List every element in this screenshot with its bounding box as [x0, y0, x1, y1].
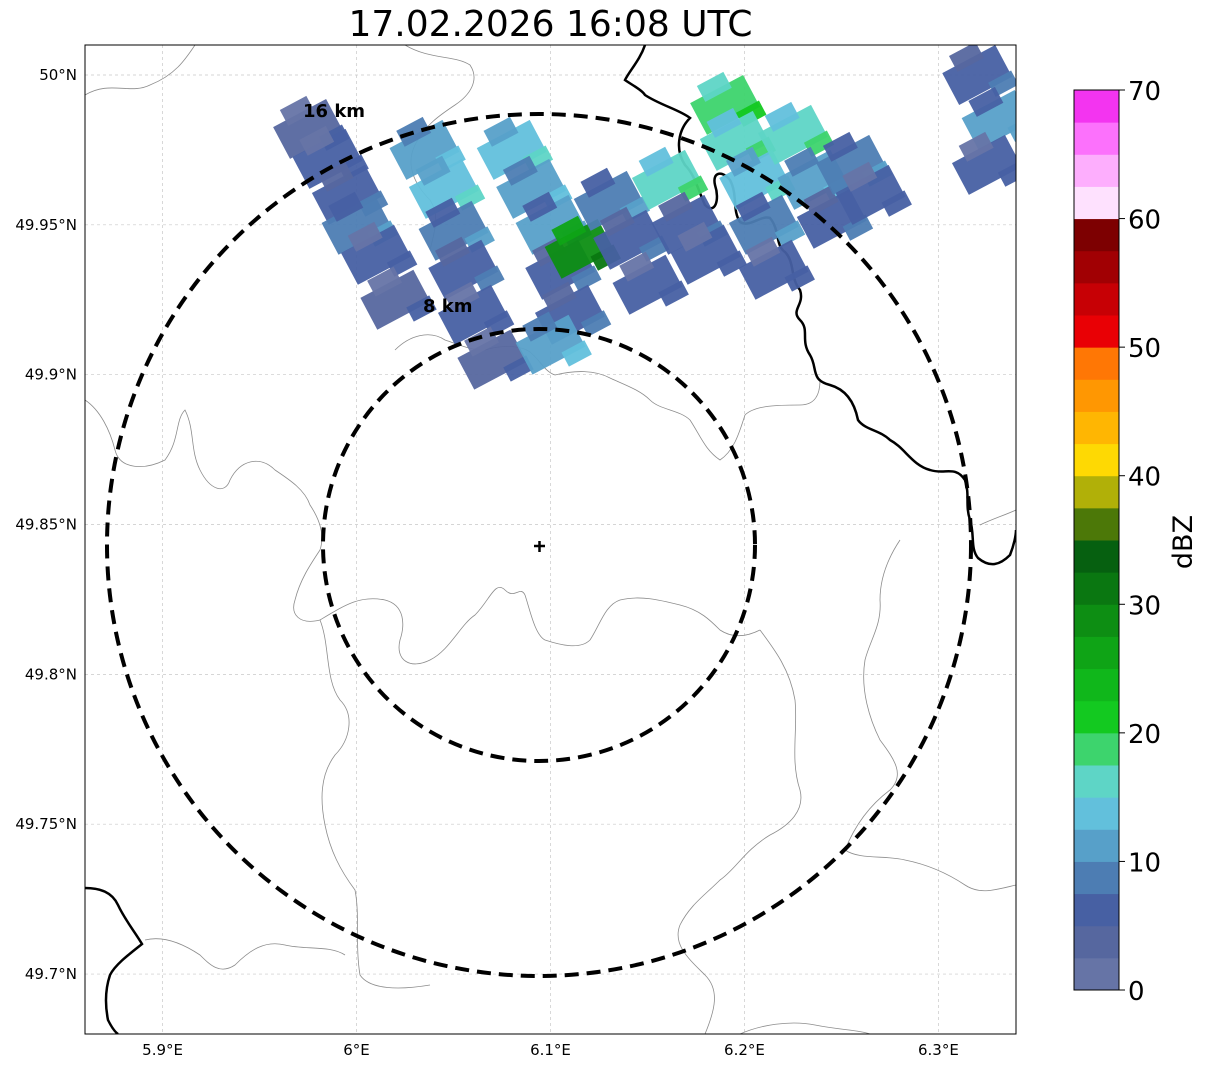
lon-tick-label: 6°E [343, 1041, 370, 1059]
map-frame [84, 44, 1017, 1035]
admin-border [394, 334, 821, 461]
lon-tick-label: 6.1°E [530, 1041, 571, 1059]
reflectivity-cell [961, 86, 1016, 150]
colorbar-swatch [1074, 347, 1119, 380]
range-rings: 16 km 8 km [105, 101, 973, 978]
colorbar-tick-label: 60 [1128, 206, 1161, 236]
country-border [623, 45, 1016, 566]
radar-site-marker [534, 541, 545, 552]
admin-border [319, 587, 761, 665]
lat-tick-label: 49.9°N [25, 366, 77, 384]
range-ring-label-8km: 8 km [423, 296, 473, 317]
range-ring-label-16km: 16 km [303, 101, 365, 122]
colorbar-swatch [1074, 218, 1119, 252]
colorbar-tick-label: 70 [1128, 77, 1161, 107]
lat-tick-label: 49.75°N [15, 815, 77, 833]
colorbar-swatch [1074, 122, 1119, 155]
reflectivity-cell [835, 161, 912, 225]
colorbar-swatch [1074, 507, 1119, 541]
colorbar-swatch [1074, 282, 1119, 316]
reflectivity-cell [612, 251, 689, 315]
admin-border [979, 509, 1016, 526]
colorbar-swatch [1074, 861, 1119, 895]
colorbar-swatch [1074, 540, 1119, 573]
lat-tick-label: 49.85°N [15, 516, 77, 534]
reflectivity-cell [670, 221, 748, 285]
colorbar: 0 10 20 30 40 50 60 70 dBZ [1073, 77, 1199, 1007]
colorbar-swatch [1074, 379, 1119, 412]
colorbar-swatch [1074, 411, 1119, 445]
lon-tick-label: 6.2°E [724, 1041, 765, 1059]
lat-tick-label: 49.95°N [15, 216, 77, 234]
colorbar-swatch [1074, 250, 1119, 284]
admin-border [319, 619, 431, 989]
colorbar-label: dBZ [1168, 515, 1199, 569]
colorbar-swatch [1074, 90, 1119, 123]
admin-border [677, 629, 802, 1034]
lat-tick-label: 49.8°N [25, 665, 77, 683]
admin-border [144, 938, 346, 970]
reflectivity-cell [408, 155, 486, 219]
colorbar-swatch [1074, 700, 1119, 734]
colorbar-swatch [1074, 668, 1119, 702]
map-title: 17.02.2026 16:08 UTC [348, 4, 753, 45]
lat-tick-label: 50°N [39, 66, 77, 84]
lon-tick-label: 5.9°E [142, 1041, 183, 1059]
reflectivity-layer [273, 45, 1016, 390]
colorbar-tick-label: 30 [1128, 591, 1161, 621]
reflectivity-cell [738, 236, 815, 300]
colorbar-swatch [1074, 186, 1119, 220]
colorbar-swatch [1074, 765, 1119, 798]
axis-tick-labels: 5.9°E 6°E 6.1°E 6.2°E 6.3°E 50°N 49.95°N 49.9°N… [15, 66, 959, 1059]
colorbar-swatch [1074, 829, 1119, 862]
country-border [85, 886, 144, 1034]
colorbar-swatch [1074, 957, 1119, 991]
range-ring-16km [105, 112, 973, 978]
admin-border [85, 45, 196, 96]
reflectivity-cell [951, 131, 1016, 195]
colorbar-swatch [1074, 572, 1119, 605]
colorbar-swatch [1074, 925, 1119, 959]
colorbar-swatch [1074, 893, 1119, 927]
colorbar-tick-label: 50 [1128, 334, 1161, 364]
colorbar-tick-label: 0 [1128, 977, 1145, 1007]
colorbar-swatch [1074, 475, 1119, 509]
colorbar-swatch [1074, 636, 1119, 670]
colorbar-swatch [1074, 604, 1119, 637]
reflectivity-cell [428, 236, 505, 300]
lat-tick-label: 49.7°N [25, 965, 77, 983]
admin-border [85, 399, 323, 622]
colorbar-swatch [1074, 797, 1119, 830]
range-ring-8km [321, 327, 757, 763]
colorbar-tick-labels: 0 10 20 30 40 50 60 70 [1119, 77, 1161, 1007]
colorbar-swatches [1074, 90, 1119, 991]
colorbar-swatch [1074, 315, 1119, 348]
colorbar-tick-label: 40 [1128, 463, 1161, 493]
reflectivity-cell [728, 191, 806, 255]
colorbar-tick-label: 10 [1128, 848, 1161, 878]
colorbar-tick-label: 20 [1128, 720, 1161, 750]
colorbar-swatch [1074, 154, 1119, 187]
colorbar-frame [1073, 89, 1120, 991]
colorbar-swatch [1074, 732, 1119, 766]
lon-tick-label: 6.3°E [918, 1041, 959, 1059]
admin-border [739, 1022, 871, 1034]
colorbar-swatch [1074, 443, 1119, 477]
admin-border [844, 539, 1016, 892]
borders-layer [85, 45, 1016, 1034]
reflectivity-cell [360, 266, 437, 330]
